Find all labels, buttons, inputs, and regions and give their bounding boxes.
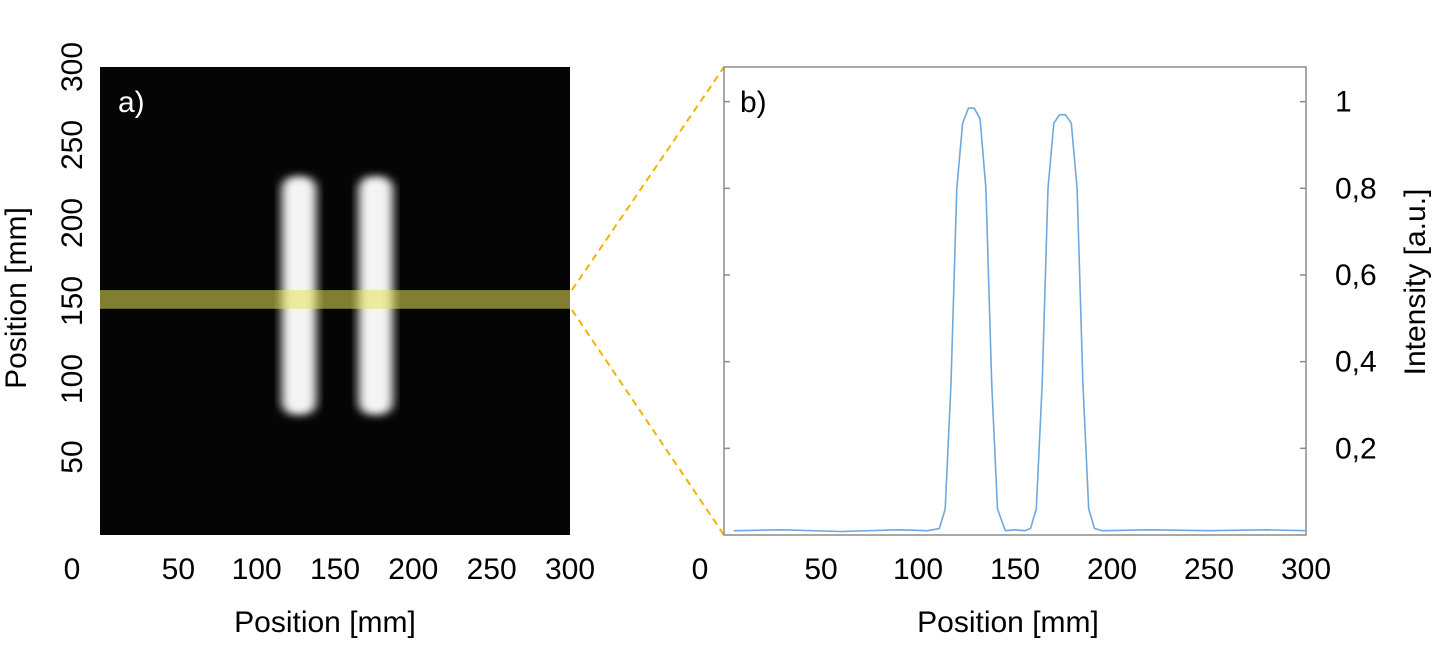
panel-a-x-axis-title: Position [mm]	[234, 606, 416, 639]
panel-b-label: b)	[740, 86, 767, 119]
panel-b-line-chart: 0 50 100 150 200 250 300 0,2 0,4 0,6 0,8 1 b) Posi…	[692, 66, 1432, 639]
intensity-line	[733, 107, 1307, 533]
panel-b-y-tick: 1	[1335, 86, 1352, 119]
panel-a-y-tick: 250	[56, 120, 89, 170]
panel-a-x-tick: 250	[467, 553, 517, 586]
panel-b-x-tick: 200	[1087, 553, 1137, 586]
panel-b-y-tick: 0,4	[1335, 346, 1377, 379]
panel-a-x-tick: 100	[232, 553, 282, 586]
zoom-connector	[571, 66, 725, 536]
panel-b-x-ticks: 0 50 100 150 200 250 300	[692, 553, 1331, 586]
panel-a-x-tick: 150	[310, 553, 360, 586]
panel-a-y-axis-title: Position [mm]	[0, 207, 33, 389]
panel-b-x-tick: 0	[692, 553, 709, 586]
panel-a-x-ticks: 0 50 100 150 200 250 300	[64, 553, 595, 586]
panel-a-y-tick: 50	[56, 440, 89, 473]
panel-a-y-tick: 150	[56, 276, 89, 326]
panel-b-x-tick: 50	[804, 553, 837, 586]
connector-line-top	[571, 66, 725, 291]
plot-frame	[723, 66, 1307, 536]
panel-a-x-tick: 300	[545, 553, 595, 586]
panel-b-x-tick: 250	[1184, 553, 1234, 586]
panel-a-x-tick: 50	[162, 553, 195, 586]
panel-b-y-ticks: 0,2 0,4 0,6 0,8 1	[1335, 86, 1377, 466]
panel-b-y-tick: 0,2	[1335, 432, 1377, 465]
panel-a-y-tick: 200	[56, 198, 89, 248]
panel-b-x-tick: 100	[893, 553, 943, 586]
panel-b-tick-marks	[724, 100, 1306, 450]
panel-a-x-tick: 0	[64, 553, 81, 586]
panel-b-y-tick: 0,6	[1335, 259, 1377, 292]
panel-a-y-tick: 100	[56, 354, 89, 404]
panel-a-y-tick: 300	[56, 42, 89, 92]
panel-b-x-tick: 300	[1281, 553, 1331, 586]
panel-a-x-tick: 200	[388, 553, 438, 586]
panel-b-x-axis-title: Position [mm]	[917, 606, 1099, 639]
highlight-band	[100, 290, 570, 309]
panel-b-y-axis-title: Intensity [a.u.]	[1399, 189, 1432, 376]
panel-b-x-tick: 150	[990, 553, 1040, 586]
panel-b-y-tick: 0,8	[1335, 172, 1377, 205]
panel-a-label: a)	[118, 86, 145, 119]
connector-line-bottom	[571, 309, 725, 536]
panel-a-y-ticks: 50 100 150 200 250 300	[56, 42, 89, 474]
